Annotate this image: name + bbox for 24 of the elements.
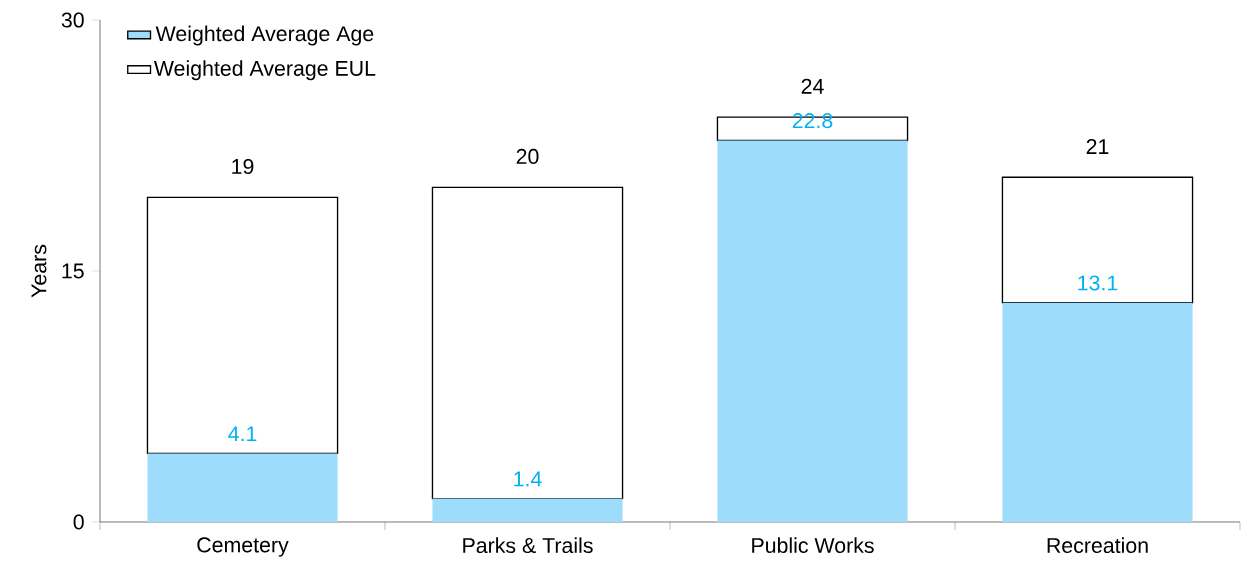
x-tick-label: Recreation <box>1047 537 1148 554</box>
legend-label: Weighted Average Age <box>155 25 374 46</box>
x-tick-label: Cemetery <box>197 537 289 557</box>
total-label: 19 <box>232 158 254 174</box>
bar <box>1001 176 1194 304</box>
y-tick-label: 0 <box>73 514 84 530</box>
y-axis-title: Years <box>31 244 47 298</box>
total-label: 24 <box>801 78 824 94</box>
bar <box>147 453 338 522</box>
bar <box>146 196 339 455</box>
x-tick-label: Parks & Trails <box>463 537 593 554</box>
y-tick-label: 30 <box>61 12 84 28</box>
total-label: 21 <box>1086 139 1109 154</box>
bar <box>1002 302 1193 522</box>
legend-label: Weighted Average EUL <box>153 60 376 81</box>
bar <box>431 186 624 500</box>
data-label: 13.1 <box>1078 275 1118 291</box>
x-tick-label: Public Works <box>752 537 874 554</box>
bar <box>717 140 908 522</box>
total-label: 20 <box>516 148 539 164</box>
bar <box>432 498 623 522</box>
data-label: 4.1 <box>228 426 257 442</box>
data-label: 1.4 <box>514 471 542 487</box>
y-tick-label: 15 <box>62 263 84 279</box>
